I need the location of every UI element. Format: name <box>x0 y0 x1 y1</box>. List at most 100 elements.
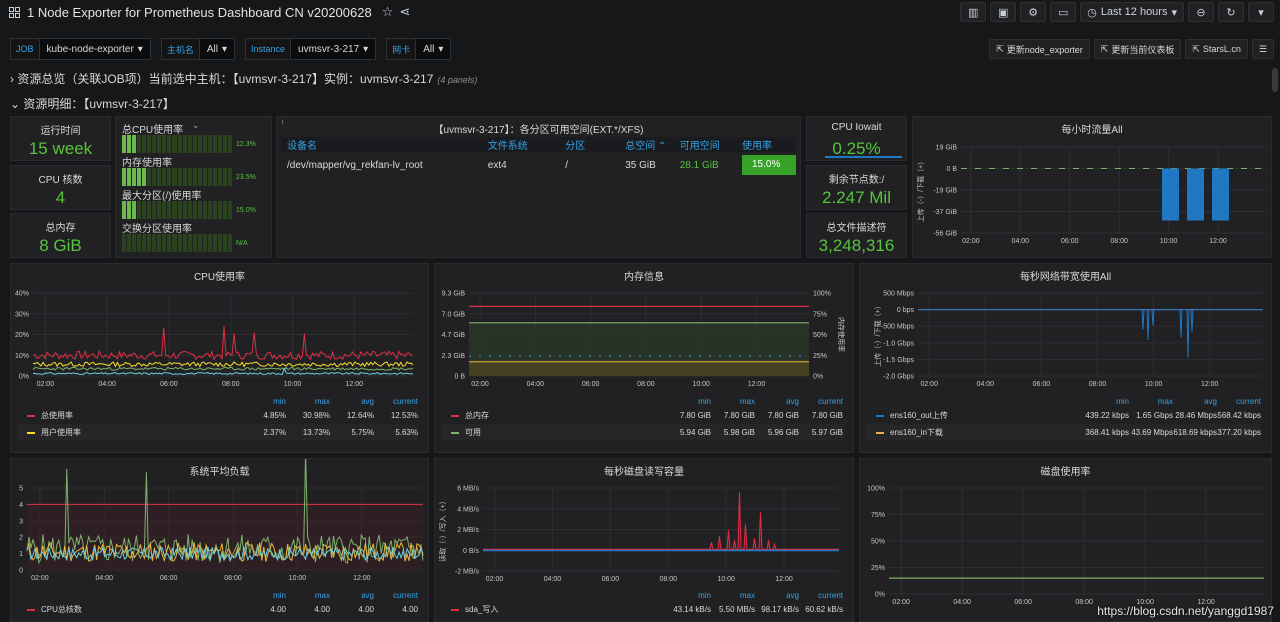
col-usage[interactable]: 使用率 <box>736 137 796 152</box>
legend-series: 用户使用率 <box>17 427 242 438</box>
legend-col-header[interactable]: max <box>1157 396 1173 406</box>
bargauge-segment <box>187 168 192 186</box>
dashboard-title[interactable]: 1 Node Exporter for Prometheus Dashboard… <box>27 4 372 20</box>
legend-row[interactable]: 总内存 7.80 GiB 7.80 GiB 7.80 GiB 7.80 GiB <box>441 407 843 424</box>
col-total[interactable]: 总空间 ⌃ <box>619 137 674 152</box>
legend-col-header[interactable]: min <box>1116 396 1129 406</box>
legend-col-header[interactable]: current <box>818 590 843 600</box>
legend-col-header[interactable]: min <box>698 396 711 406</box>
legend-row[interactable]: sda_写入 43.14 kB/s 5.50 MB/s 98.17 kB/s 60.62… <box>441 601 843 618</box>
x-tick-label: 02:00 <box>892 599 910 606</box>
disk-space-table-panel[interactable]: i 【uvmsvr-3-217】：各分区可用空间(EXT.*/XFS) 设备名 … <box>276 116 801 258</box>
legend-col-header[interactable]: max <box>739 396 755 406</box>
info-icon[interactable]: i <box>282 119 284 126</box>
row-detail[interactable]: ⌄ 资源明细：【uvmsvr-3-217】 <box>10 95 175 112</box>
fd-value: 3,248,316 <box>818 236 895 255</box>
star-icon[interactable]: ☆ <box>381 4 394 19</box>
legend-col-header[interactable]: avg <box>786 590 799 600</box>
col-mount[interactable]: 分区 <box>559 137 620 152</box>
bargauge-value: N/A <box>236 240 248 247</box>
memory-info-panel[interactable]: 内存信息 9.3 GiB 7.0 GiB 4.7 GiB 2.3 GiB 0 B 100%… <box>434 263 854 453</box>
top-bar: 1 Node Exporter for Prometheus Dashboard… <box>0 0 1280 24</box>
bargauge-segment <box>217 168 222 186</box>
cpu-usage-chart[interactable]: 40% 30% 20% 10% 0% 02:00 04:00 06:00 08:00 10:00 1… <box>11 264 429 453</box>
settings-button[interactable]: ⚙ <box>1020 2 1047 22</box>
var-select-instance[interactable]: uvmsvr-3-217 ▾ <box>291 38 377 60</box>
disk-usage-panel[interactable]: 磁盘使用率 100% 75% 50% 25% 0% 02:00 04:00 06:00 08:0… <box>859 458 1272 622</box>
var-select-nic[interactable]: All ▾ <box>416 38 452 60</box>
tv-mode-button[interactable]: ▭ <box>1050 2 1077 22</box>
link-update-node-exporter[interactable]: ⇱ 更新node_exporter <box>989 39 1090 59</box>
menu-button[interactable]: ☰ <box>1251 39 1274 59</box>
disk-io-panel[interactable]: 每秒磁盘读写容量 6 MB/s 4 MB/s 2 MB/s 0 B/s -2 MB/s 0… <box>434 458 854 622</box>
legend-col-header[interactable]: current <box>393 396 418 406</box>
cpu-usage-panel[interactable]: CPU使用率 40% 30% 20% 10% 0% 02:00 04:00 06:00 08:0… <box>10 263 429 453</box>
memory-panel[interactable]: 总内存 8 GiB <box>10 213 111 258</box>
row-title: 资源明细：【uvmsvr-3-217】 <box>23 97 175 111</box>
inodes-panel[interactable]: 剩余节点数:/ 2.247 Mil <box>806 165 907 210</box>
legend-col-header[interactable]: avg <box>361 396 374 406</box>
legend-col-header[interactable]: avg <box>361 590 374 600</box>
load-average-chart[interactable]: 5 4 3 2 1 0 02:00 04:00 06:00 08:00 10:00 12:00 <box>11 459 429 622</box>
memory-info-chart[interactable]: 9.3 GiB 7.0 GiB 4.7 GiB 2.3 GiB 0 B 100% 75% 50… <box>435 264 854 453</box>
legend-col-header[interactable]: current <box>1236 396 1261 406</box>
scrollbar[interactable] <box>1272 68 1278 92</box>
hourly-traffic-panel[interactable]: 每小时流量All 19 GiB 0 B -19 GiB -37 GiB -56 GiB 0… <box>912 116 1272 258</box>
legend-row[interactable]: ens160_out上传 439.22 kbps 1.65 Gbps 28.46 Mb… <box>866 407 1261 424</box>
legend-col-header[interactable]: min <box>273 590 286 600</box>
link-update-dashboard[interactable]: ⇱ 更新当前仪表板 <box>1093 39 1182 59</box>
col-fs[interactable]: 文件系统 <box>481 137 560 152</box>
legend-col-header[interactable]: current <box>818 396 843 406</box>
legend-series-name: 用户使用率 <box>41 428 81 437</box>
hourly-traffic-chart[interactable]: 19 GiB 0 B -19 GiB -37 GiB -56 GiB 02:00 04:00… <box>913 117 1272 258</box>
disk-io-chart[interactable]: 6 MB/s 4 MB/s 2 MB/s 0 B/s -2 MB/s 02:00 04:00… <box>435 459 854 622</box>
legend-col-header[interactable]: avg <box>1204 396 1217 406</box>
legend-row[interactable]: ens160_in下载 368.41 kbps 43.69 Mbps 618.69 k… <box>866 424 1261 441</box>
bargauge-segment <box>177 135 182 153</box>
fd-panel[interactable]: 总文件描述符 3,248,316 <box>806 213 907 258</box>
uptime-panel[interactable]: 运行时间 15 week <box>10 116 111 161</box>
legend-col-header[interactable]: max <box>739 590 755 600</box>
y-tick-label: 2 <box>19 535 23 542</box>
network-bandwidth-chart[interactable]: 500 Mbps 0 bps -500 Mbps -1.0 Gbps -1.5 Gbps… <box>860 264 1272 453</box>
legend-series: 总使用率 <box>17 410 242 421</box>
save-dashboard-button[interactable]: ▣ <box>990 2 1017 22</box>
y-tick-label: -37 GiB <box>933 209 957 216</box>
y-tick-label: 30% <box>15 311 29 318</box>
cpu-cores-panel[interactable]: CPU 核数 4 <box>10 165 111 210</box>
iowait-panel[interactable]: CPU Iowait 0.25% <box>806 116 907 161</box>
legend-row[interactable]: CPU总核数 4.00 4.00 4.00 4.00 <box>17 601 418 618</box>
network-bandwidth-panel[interactable]: 每秒网络带宽使用All 500 Mbps 0 bps -500 Mbps -1.0 G… <box>859 263 1272 453</box>
legend-col-header[interactable]: avg <box>786 396 799 406</box>
row-overview[interactable]: › 资源总览（关联JOB项）当前选中主机：【uvmsvr-3-217】实例：uv… <box>10 70 477 87</box>
col-avail[interactable]: 可用空间 <box>673 137 736 152</box>
legend-col-header[interactable]: min <box>698 590 711 600</box>
usage-bargauge-panel[interactable]: ⌄ 总CPU使用率 12.3% 内存使用率 23.5% 最大分区(/)使用率 15.0% 交… <box>115 116 272 258</box>
panel-title: 系统平均负载 <box>189 467 250 478</box>
y-axis-label: 上传（-）/下载（+） <box>873 302 882 366</box>
refresh-interval-button[interactable]: ▾ <box>1248 2 1274 22</box>
bargauge-segment <box>122 201 127 219</box>
col-device[interactable]: 设备名 <box>281 137 482 152</box>
refresh-button[interactable]: ↻ <box>1218 2 1244 22</box>
legend-col-header[interactable]: max <box>314 590 330 600</box>
legend-row[interactable]: 总使用率 4.85% 30.98% 12.64% 12.53% <box>17 407 418 424</box>
load-average-panel[interactable]: 系统平均负载 5 4 3 2 1 0 02:00 04:00 06:00 08:00 10:00 12… <box>10 458 429 622</box>
time-picker[interactable]: ◷ Last 12 hours ▾ <box>1080 2 1184 22</box>
link-starsl[interactable]: ⇱ StarsL.cn <box>1185 39 1248 59</box>
disk-usage-chart[interactable]: 100% 75% 50% 25% 0% 02:00 04:00 06:00 08:00 10:00… <box>860 459 1272 622</box>
zoom-out-button[interactable]: ⊖ <box>1188 2 1214 22</box>
dashboard-grid-icon[interactable] <box>9 6 20 18</box>
var-select-hostname[interactable]: All ▾ <box>199 38 235 60</box>
var-select-job[interactable]: kube-node-exporter ▾ <box>39 38 151 60</box>
legend-row[interactable]: 可用 5.94 GiB 5.98 GiB 5.96 GiB 5.97 GiB <box>441 424 843 441</box>
legend-col-header[interactable]: current <box>393 590 418 600</box>
bargauge-segment <box>192 168 197 186</box>
add-panel-button[interactable]: ▥ <box>960 2 987 22</box>
clock-icon: ◷ <box>1087 6 1097 19</box>
x-tick-label: 10:00 <box>692 381 710 388</box>
share-icon[interactable]: ⋖ <box>399 4 411 19</box>
legend-col-header[interactable]: min <box>273 396 286 406</box>
legend-col-header[interactable]: max <box>314 396 330 406</box>
legend-row[interactable]: 用户使用率 2.37% 13.73% 5.75% 5.63% <box>17 424 418 441</box>
